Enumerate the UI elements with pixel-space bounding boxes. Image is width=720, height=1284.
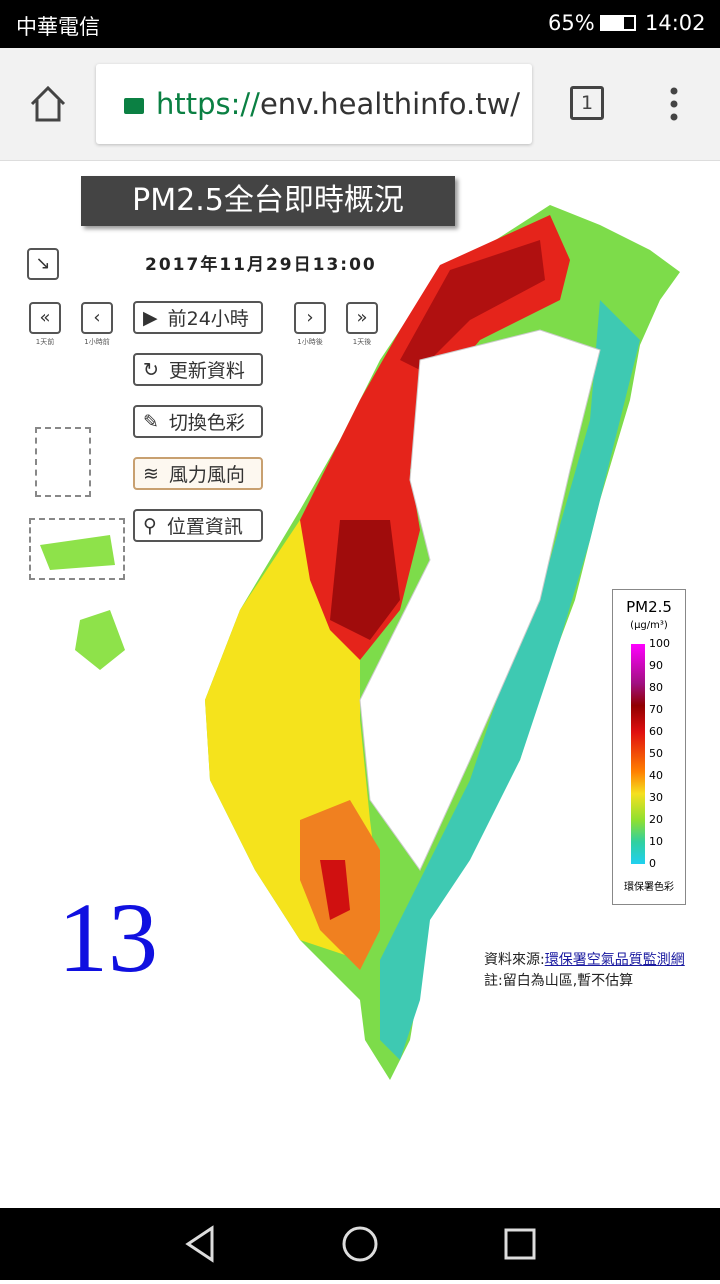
inset-box bbox=[35, 427, 91, 497]
south-core bbox=[320, 860, 350, 920]
legend-tick: 30 bbox=[649, 791, 663, 804]
source-link[interactable]: 環保署空氣品質監測網 bbox=[544, 952, 685, 968]
north-core bbox=[400, 240, 545, 370]
carrier: 中華電信 bbox=[16, 15, 100, 39]
legend-tick: 0 bbox=[649, 857, 656, 870]
nav-label: 1天前 bbox=[35, 338, 55, 346]
battery: 65% bbox=[548, 11, 595, 35]
legend-title: PM2.5 bbox=[626, 598, 672, 616]
islands bbox=[40, 535, 125, 670]
past-24h-button[interactable]: ▶ 前24小時 bbox=[133, 301, 263, 334]
legend-tick: 80 bbox=[649, 681, 663, 694]
url-host: env.healthinfo.tw/ bbox=[259, 87, 521, 121]
source-label: 資料來源: bbox=[484, 952, 545, 968]
map-title: PM2.5全台即時概況 bbox=[81, 176, 455, 226]
nav-label: 1小時後 bbox=[297, 338, 323, 346]
legend-tick: 60 bbox=[649, 725, 663, 738]
status-bar: 中華電信 65% 14:02 bbox=[0, 0, 720, 48]
hour-forward-button[interactable]: › bbox=[294, 302, 326, 334]
wind-button[interactable]: ≋ 風力風向 bbox=[133, 457, 263, 490]
button-label: 位置資訊 bbox=[166, 516, 243, 538]
legend-tick: 70 bbox=[649, 703, 663, 716]
button-label: 前24小時 bbox=[167, 308, 249, 330]
nav-label: 1天後 bbox=[352, 338, 372, 346]
location-button[interactable]: ⚲ 位置資訊 bbox=[133, 509, 263, 542]
button-label: 切換色彩 bbox=[168, 412, 245, 434]
menu-button[interactable] bbox=[664, 86, 684, 122]
battery-icon bbox=[600, 15, 636, 31]
east-zone bbox=[380, 300, 640, 1060]
legend-tick: 50 bbox=[649, 747, 663, 760]
central-core bbox=[330, 520, 400, 640]
hour-back-button[interactable]: ‹ bbox=[81, 302, 113, 334]
datetime: 2017年11月29日13:00 bbox=[145, 255, 377, 275]
day-forward-button[interactable]: » bbox=[346, 302, 378, 334]
back-button[interactable] bbox=[185, 1225, 214, 1263]
legend-tick: 10 bbox=[649, 835, 663, 848]
nav-bar bbox=[0, 1208, 720, 1280]
home-button[interactable] bbox=[28, 84, 68, 124]
legend-tick: 100 bbox=[649, 637, 670, 650]
refresh-button[interactable]: ↻ 更新資料 bbox=[133, 353, 263, 386]
clock: 14:02 bbox=[645, 11, 706, 35]
tab-count[interactable]: 1 bbox=[570, 86, 604, 120]
mountain-area bbox=[359, 329, 601, 871]
button-label: 風力風向 bbox=[168, 464, 245, 486]
button-label: 更新資料 bbox=[168, 360, 245, 382]
inset-box bbox=[29, 518, 125, 580]
legend-unit: (μg/m³) bbox=[630, 620, 668, 631]
legend-tick: 20 bbox=[649, 813, 663, 826]
note: 註:留白為山區,暫不估算 bbox=[484, 973, 634, 989]
recents-button[interactable] bbox=[504, 1228, 536, 1260]
nav-label: 1小時前 bbox=[84, 338, 110, 346]
day-back-button[interactable]: « bbox=[29, 302, 61, 334]
legend: PM2.5 (μg/m³) 100 90 80 70 60 50 40 30 20 10 0 環保署… bbox=[612, 589, 686, 905]
pm25-map bbox=[40, 205, 680, 1080]
home-nav-button[interactable] bbox=[342, 1226, 378, 1262]
lock-icon bbox=[124, 98, 144, 114]
source: 資料來源:環保署空氣品質監測網 bbox=[484, 949, 685, 969]
url-field[interactable]: https://env.healthinfo.tw/ bbox=[96, 64, 532, 144]
url-scheme: https:// bbox=[156, 87, 260, 121]
collapse-button[interactable]: ↘ bbox=[27, 248, 59, 280]
color-button[interactable]: ✎ 切換色彩 bbox=[133, 405, 263, 438]
overlay-number: 13 bbox=[58, 882, 158, 993]
color-bar bbox=[631, 644, 645, 864]
legend-tick: 90 bbox=[649, 659, 663, 672]
legend-tick: 40 bbox=[649, 769, 663, 782]
browser-bar: https://env.healthinfo.tw/ 1 bbox=[0, 48, 720, 161]
legend-note: 環保署色彩 bbox=[624, 882, 674, 893]
